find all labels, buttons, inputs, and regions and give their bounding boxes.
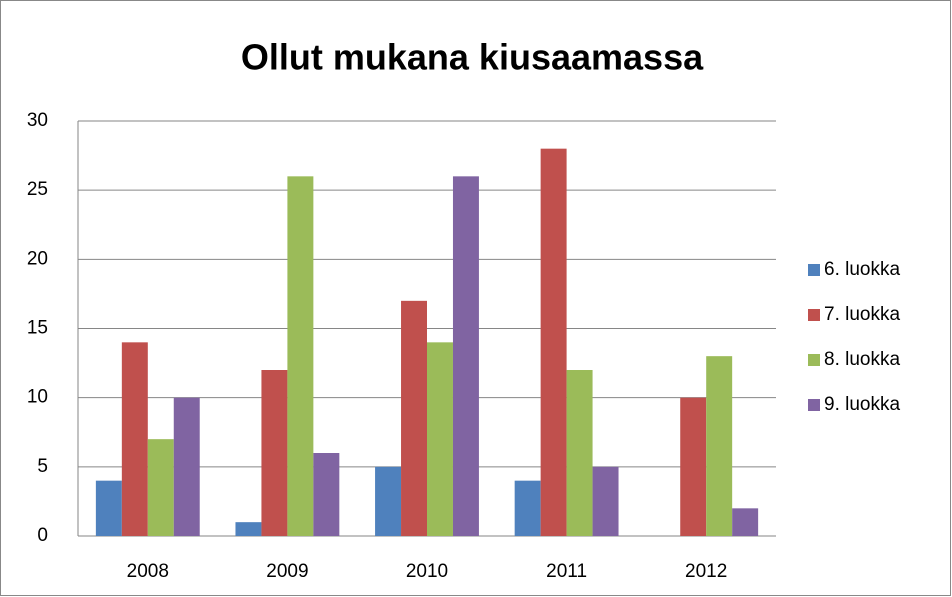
y-tick-label: 20 [27, 248, 48, 269]
bar [173, 397, 200, 536]
bar [287, 176, 314, 537]
legend-label: 9. luokka [824, 394, 900, 415]
y-tick-label: 10 [27, 387, 48, 408]
bar [375, 466, 402, 536]
bar [706, 356, 733, 536]
bar [401, 300, 427, 536]
bar [732, 508, 759, 536]
x-tick-label: 2011 [546, 561, 587, 582]
bar [680, 397, 707, 536]
bar [452, 176, 479, 537]
bar [427, 342, 453, 536]
legend-label: 8. luokka [824, 349, 900, 370]
bar [261, 370, 288, 536]
bar [95, 480, 122, 536]
y-tick-label: 30 [27, 110, 48, 131]
legend-swatch [808, 399, 820, 411]
bar [147, 439, 174, 536]
y-tick-label: 0 [37, 525, 48, 546]
x-tick-label: 2008 [127, 561, 169, 582]
legend-swatch [808, 264, 820, 276]
x-tick-label: 2010 [406, 561, 448, 582]
bar [514, 480, 541, 536]
y-tick-label: 5 [37, 456, 48, 477]
bar [313, 453, 340, 536]
chart-title: Ollut mukana kiusaamassa [241, 37, 704, 78]
y-tick-label: 25 [27, 179, 48, 200]
y-tick-label: 15 [27, 318, 48, 339]
legend-swatch [808, 354, 820, 366]
bar [566, 370, 593, 536]
bar [592, 466, 619, 536]
x-tick-label: 2012 [685, 561, 727, 582]
x-tick-label: 2009 [266, 561, 308, 582]
bar [235, 522, 262, 536]
bar [121, 342, 148, 536]
legend-swatch [808, 309, 820, 321]
legend-label: 6. luokka [824, 259, 900, 280]
bar [540, 148, 567, 536]
legend-label: 7. luokka [824, 304, 900, 325]
